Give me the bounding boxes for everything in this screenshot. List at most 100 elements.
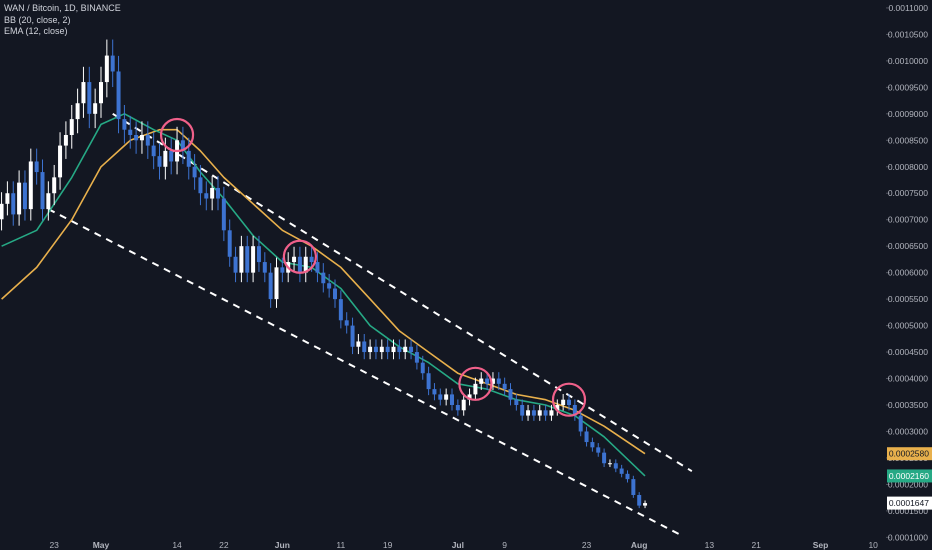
candle-2019-06-15[interactable] (362, 334, 367, 360)
candle-2019-04-29[interactable] (87, 66, 92, 129)
candle-2019-05-20[interactable] (210, 175, 215, 211)
time-axis[interactable]: 23 May 14 22 Jun 11 19 Jul 9 23 Aug 13 21 Sep 10 (0, 540, 886, 550)
candle-2019-05-13[interactable] (169, 137, 174, 175)
candle-2019-06-07[interactable] (315, 252, 320, 283)
candle-2019-07-21[interactable] (572, 399, 577, 421)
candle-2019-06-21[interactable] (397, 339, 402, 360)
candle-2019-07-28[interactable] (613, 459, 618, 473)
candle-2019-05-24[interactable] (233, 246, 238, 283)
candle-2019-04-28[interactable] (81, 66, 86, 118)
candle-2019-06-25[interactable] (420, 355, 425, 380)
candle-2019-07-13[interactable] (526, 404, 531, 421)
candle-2019-07-25[interactable] (596, 443, 601, 457)
candle-2019-07-12[interactable] (520, 399, 525, 421)
candle-2019-06-30[interactable] (450, 388, 454, 411)
candle-2019-07-23[interactable] (584, 426, 589, 447)
candle-2019-06-24[interactable] (414, 344, 419, 370)
price-axis[interactable]: 0.0011000 0.0010500 0.0010000 0.0009500 0.00… (886, 0, 932, 550)
candle-2019-07-26[interactable] (602, 448, 607, 468)
candle-2019-07-01[interactable] (455, 399, 460, 416)
candle-2019-07-19[interactable] (561, 393, 566, 411)
candle-2019-06-13[interactable] (350, 317, 355, 355)
candle-2019-06-05[interactable] (303, 246, 308, 283)
candle-2019-05-25[interactable] (239, 235, 244, 283)
candle-2019-06-09[interactable] (327, 274, 332, 298)
candle-2019-07-06[interactable] (485, 372, 490, 391)
candle-2019-05-11[interactable] (157, 143, 162, 180)
candle-2019-07-09[interactable] (502, 377, 507, 396)
channel-line-1[interactable] (112, 112, 693, 473)
candle-2019-05-01[interactable] (99, 66, 103, 118)
candle-2019-07-30[interactable] (625, 470, 630, 483)
candle-2019-07-02[interactable] (461, 393, 466, 416)
candle-2019-07-22[interactable] (578, 410, 583, 437)
ema-line[interactable] (1, 113, 646, 477)
candle-2019-07-11[interactable] (514, 393, 519, 411)
candle-2019-05-05[interactable] (122, 104, 127, 144)
candle-2019-06-26[interactable] (426, 366, 431, 396)
candle-2019-05-28[interactable] (256, 235, 261, 272)
legend-ema[interactable]: EMA (12, close) (4, 26, 68, 36)
candle-2019-05-09[interactable] (145, 121, 150, 159)
candle-2019-05-17[interactable] (192, 154, 197, 190)
channel-line-2[interactable] (47, 208, 681, 536)
candle-2019-04-20[interactable] (34, 148, 39, 185)
candle-2019-04-18[interactable] (22, 170, 27, 221)
candle-2019-06-14[interactable] (356, 334, 361, 355)
highlight-circle-3[interactable] (458, 366, 493, 401)
candle-2019-05-22[interactable] (221, 186, 226, 242)
candle-2019-07-03[interactable] (467, 388, 472, 406)
candle-2019-05-19[interactable] (204, 181, 209, 211)
candle-2019-07-18[interactable] (555, 399, 560, 416)
candle-2019-04-17[interactable] (17, 170, 22, 226)
candle-2019-04-30[interactable] (93, 88, 98, 129)
candle-2019-04-22[interactable] (46, 181, 51, 221)
candle-2019-04-14[interactable] (0, 192, 4, 231)
candle-2019-07-31[interactable] (631, 475, 636, 498)
candle-2019-06-10[interactable] (333, 279, 337, 308)
candle-2019-05-03[interactable] (110, 39, 115, 88)
candle-2019-06-29[interactable] (444, 388, 449, 406)
candle-2019-08-01[interactable] (637, 492, 642, 509)
candle-2019-04-19[interactable] (28, 148, 33, 221)
candle-2019-07-24[interactable] (590, 437, 595, 452)
candle-2019-06-03[interactable] (292, 246, 297, 272)
candle-2019-06-23[interactable] (409, 339, 414, 360)
candle-2019-07-15[interactable] (537, 404, 542, 421)
candle-2019-05-06[interactable] (128, 115, 133, 149)
candle-2019-05-30[interactable] (268, 263, 273, 308)
candle-2019-05-21[interactable] (216, 175, 220, 211)
legend-symbol[interactable]: WAN / Bitcoin, 1D, BINANCE (4, 3, 121, 13)
candle-2019-06-11[interactable] (338, 290, 343, 329)
candle-2019-07-07[interactable] (490, 372, 495, 391)
candle-2019-06-22[interactable] (403, 339, 408, 360)
candle-2019-07-29[interactable] (619, 464, 624, 478)
candle-2019-05-04[interactable] (116, 55, 121, 134)
candle-2019-06-12[interactable] (344, 312, 349, 334)
candle-2019-06-27[interactable] (432, 383, 437, 401)
candle-2019-06-28[interactable] (438, 388, 443, 406)
candle-2019-08-02[interactable] (643, 500, 648, 509)
candle-2019-06-19[interactable] (385, 339, 390, 360)
candle-2019-07-04[interactable] (473, 377, 478, 401)
candle-2019-06-16[interactable] (368, 339, 373, 360)
candle-2019-05-26[interactable] (245, 235, 250, 283)
candle-2019-05-15[interactable] (180, 126, 185, 165)
candle-2019-07-20[interactable] (567, 393, 571, 411)
candle-2019-04-15[interactable] (5, 181, 10, 216)
highlight-circle-1[interactable] (159, 117, 195, 153)
candle-2019-06-08[interactable] (321, 263, 326, 293)
candle-2019-05-31[interactable] (274, 257, 279, 308)
candle-2019-07-14[interactable] (531, 404, 536, 421)
candle-2019-06-04[interactable] (297, 246, 302, 283)
candle-2019-04-26[interactable] (69, 104, 74, 149)
candle-2019-05-18[interactable] (198, 164, 203, 206)
candle-2019-05-10[interactable] (151, 132, 156, 170)
candle-2019-06-17[interactable] (373, 339, 378, 360)
candle-2019-07-17[interactable] (549, 404, 554, 421)
candle-2019-04-23[interactable] (52, 164, 57, 206)
candle-2019-06-18[interactable] (379, 339, 384, 360)
candle-2019-07-05[interactable] (479, 372, 484, 391)
candle-2019-04-24[interactable] (58, 132, 63, 190)
